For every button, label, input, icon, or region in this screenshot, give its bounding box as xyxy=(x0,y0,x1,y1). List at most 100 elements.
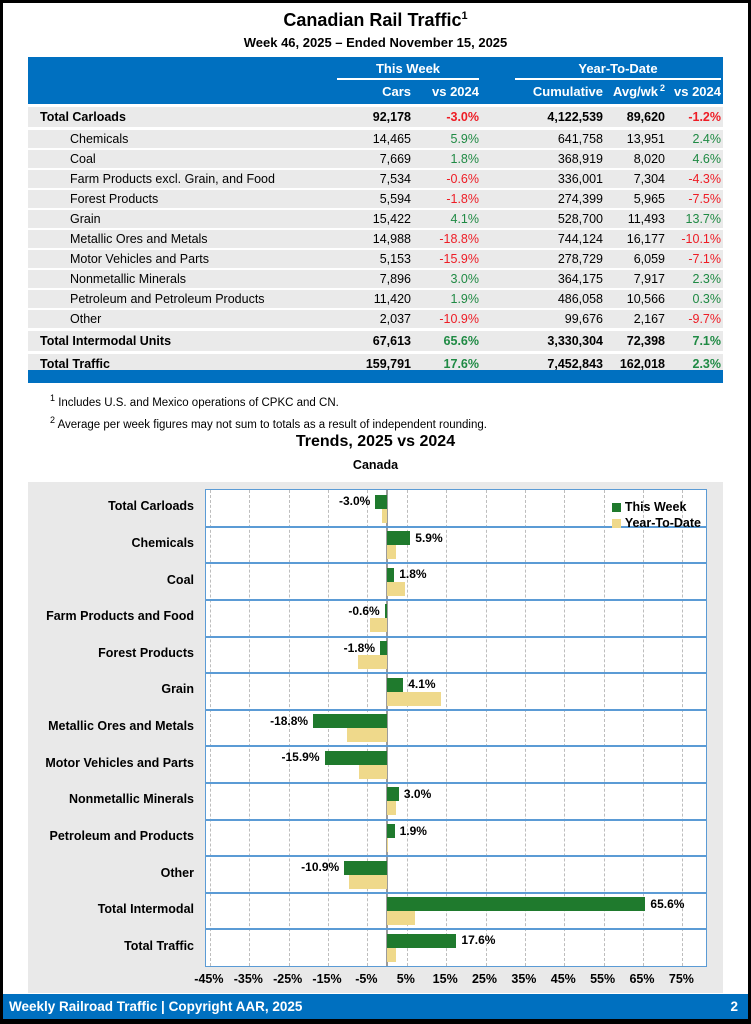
cell-vs2024-week: 5.9% xyxy=(450,132,480,147)
bar-data-label: -10.9% xyxy=(301,860,340,875)
table-row: Grain 15,422 4.1% 528,700 11,493 13.7% xyxy=(28,210,723,228)
cell-cars: 5,594 xyxy=(379,192,411,207)
category-label: Metallic Ores and Metals xyxy=(48,719,194,733)
cell-cars: 7,896 xyxy=(379,272,411,287)
zero-axis-line xyxy=(386,490,389,966)
bar-year-to-date xyxy=(357,655,388,669)
cell-vs2024-ytd: -4.3% xyxy=(688,172,721,187)
col-header-avgwk-footnote-ref: 2 xyxy=(659,83,665,93)
band-separator-line xyxy=(206,745,706,748)
footnote-1: 1 Includes U.S. and Mexico operations of… xyxy=(50,390,487,412)
cell-vs2024-ytd: 2.4% xyxy=(692,132,722,147)
table-body: Total Carloads 92,178 -3.0% 4,122,539 89,620… xyxy=(28,107,723,374)
cell-vs2024-week: -3.0% xyxy=(446,110,479,125)
row-label: Coal xyxy=(70,152,96,167)
cell-vs2024-ytd: 2.3% xyxy=(692,272,722,287)
cell-cars: 7,534 xyxy=(379,172,411,187)
band-separator-line xyxy=(206,891,706,894)
cell-cumulative: 99,676 xyxy=(564,311,603,326)
cell-avgwk: 11,493 xyxy=(627,212,665,227)
col-header-cars: Cars xyxy=(382,83,411,99)
legend-ytd-label: Year-To-Date xyxy=(624,516,701,530)
gridline xyxy=(682,490,684,966)
x-axis-tick-label: -45% xyxy=(194,972,224,986)
gridline xyxy=(485,490,487,966)
gridline xyxy=(564,490,566,966)
bar-data-label: 5.9% xyxy=(415,530,443,545)
bar-year-to-date xyxy=(387,545,397,560)
bar-this-week xyxy=(387,897,646,912)
row-label: Petroleum and Petroleum Products xyxy=(70,292,265,306)
cell-vs2024-week: 4.1% xyxy=(450,212,480,227)
legend-item-ytd: Year-To-Date xyxy=(611,515,701,531)
row-label: Farm Products excl. Grain, and Food xyxy=(70,172,275,187)
legend-this-week-label: This Week xyxy=(624,500,687,514)
cell-cars: 67,613 xyxy=(372,333,411,348)
cell-vs2024-ytd: 13.7% xyxy=(685,212,721,227)
cell-vs2024-ytd: -1.2% xyxy=(688,110,721,125)
gridline xyxy=(249,490,251,966)
cell-cumulative: 744,124 xyxy=(557,232,603,247)
bar-year-to-date xyxy=(387,691,441,706)
band-separator-line xyxy=(206,928,706,931)
bar-this-week xyxy=(387,567,395,582)
x-axis-tick-label: 15% xyxy=(432,972,458,986)
cell-vs2024-week: 1.8% xyxy=(450,152,480,167)
cell-cars: 5,153 xyxy=(379,252,411,267)
cell-vs2024-week: 3.0% xyxy=(450,272,480,287)
bar-data-label: -18.8% xyxy=(270,713,309,728)
col-header-vs2024-week: vs 2024 xyxy=(432,83,479,99)
ytd-swatch-icon xyxy=(611,518,621,528)
group-header-ytd: Year-To-Date xyxy=(515,61,721,80)
table-row: Total Traffic 159,791 17.6% 7,452,843 162,01… xyxy=(28,353,723,374)
row-label: Grain xyxy=(70,212,101,227)
trends-chart: -3.0% 5.9% 1.8% -0.6% -1.8% 4.1% -18.8% -15.9% 3… xyxy=(28,482,723,993)
cell-vs2024-week: -15.9% xyxy=(439,252,479,267)
category-label: Farm Products and Food xyxy=(46,609,194,624)
footer-page-number: 2 xyxy=(730,999,738,1014)
band-separator-line xyxy=(206,781,706,784)
table-header: This Week Year-To-Date Cars vs 2024 Cumu… xyxy=(28,57,723,105)
x-axis-tick-label: 65% xyxy=(629,972,655,986)
bar-data-label: 4.1% xyxy=(408,677,436,692)
cell-avgwk: 5,965 xyxy=(633,192,665,207)
row-label: Other xyxy=(70,311,102,326)
page-title-footnote-ref: 1 xyxy=(461,10,468,22)
row-label: Total Carloads xyxy=(40,110,126,125)
col-header-avgwk: Avg/wk 2 xyxy=(605,83,667,99)
category-label: Petroleum and Products xyxy=(49,828,194,843)
footnotes: 1 Includes U.S. and Mexico operations of… xyxy=(50,390,487,434)
bar-data-label: 1.8% xyxy=(399,567,427,582)
chart-subtitle: Canada xyxy=(352,458,399,472)
band-separator-line xyxy=(206,635,706,638)
cell-cumulative: 274,399 xyxy=(557,192,603,207)
bar-year-to-date xyxy=(387,581,406,596)
footnote-2-text: Average per week figures may not sum to … xyxy=(57,418,487,431)
cell-vs2024-week: -10.9% xyxy=(439,311,479,326)
col-header-cumulative: Cumulative xyxy=(532,83,603,99)
cell-vs2024-week: 65.6% xyxy=(443,333,479,348)
gridline xyxy=(524,490,526,966)
bar-data-label: 17.6% xyxy=(461,933,496,948)
cell-cumulative: 4,122,539 xyxy=(547,110,603,125)
cell-cumulative: 278,729 xyxy=(557,252,603,267)
footer-title: Weekly Railroad Traffic | Copyright AAR,… xyxy=(9,999,303,1014)
cell-vs2024-week: 17.6% xyxy=(443,356,479,371)
table-end-bar xyxy=(28,370,723,383)
band-separator-line xyxy=(206,525,706,528)
cell-vs2024-week: 1.9% xyxy=(450,292,480,306)
cell-vs2024-ytd: -7.1% xyxy=(688,252,721,267)
cell-cars: 11,420 xyxy=(373,292,411,306)
cell-vs2024-ytd: 2.3% xyxy=(692,356,722,371)
x-axis-tick-label: 5% xyxy=(396,972,415,986)
cell-vs2024-ytd: 0.3% xyxy=(692,292,722,306)
bar-data-label: -1.8% xyxy=(343,640,375,655)
col-header-vs2024-ytd: vs 2024 xyxy=(674,83,721,99)
cell-vs2024-ytd: -7.5% xyxy=(688,192,721,207)
table-row: Motor Vehicles and Parts 5,153 -15.9% 278,7… xyxy=(28,250,723,268)
bar-this-week xyxy=(387,531,411,546)
cell-vs2024-ytd: 7.1% xyxy=(692,333,722,348)
gridline xyxy=(288,490,290,966)
group-header-this-week: This Week xyxy=(337,61,479,80)
